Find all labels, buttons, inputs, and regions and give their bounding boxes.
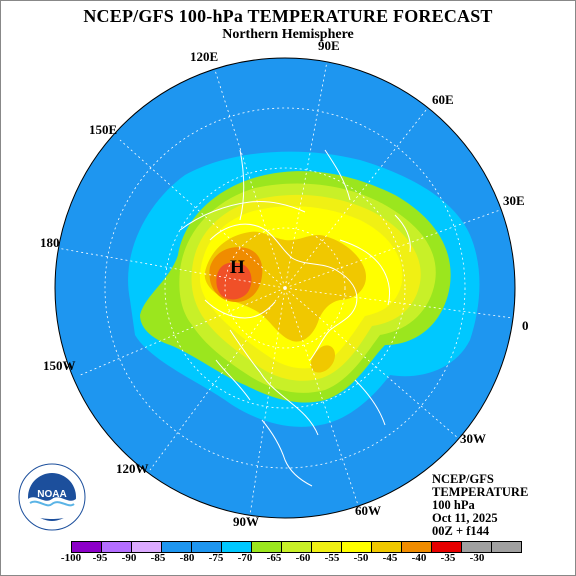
colorbar-tick-label: -80 — [179, 552, 195, 564]
colorbar-cell — [71, 541, 101, 553]
high-marker: H — [230, 257, 245, 278]
colorbar-cell — [431, 541, 461, 553]
colorbar — [71, 541, 522, 553]
colorbar-tick-label: -30 — [469, 552, 485, 564]
colorbar-tick-label: -90 — [121, 552, 137, 564]
lon-label-180: 180 — [40, 235, 60, 250]
colorbar-tick-label: -85 — [150, 552, 166, 564]
colorbar-tick-label: -60 — [295, 552, 311, 564]
info-line-field: TEMPERATURE — [432, 485, 529, 499]
chart-title: NCEP/GFS 100-hPa TEMPERATURE FORECAST — [83, 6, 493, 26]
lon-label-60w: 60W — [355, 503, 381, 518]
info-line-level: 100 hPa — [432, 498, 475, 512]
coastlines — [179, 149, 411, 487]
colorbar-tick-label: -55 — [324, 552, 340, 564]
lon-label-60e: 60E — [432, 92, 454, 107]
colorbar-tick-label: -45 — [382, 552, 398, 564]
graticule — [56, 58, 514, 516]
lon-label-150e: 150E — [89, 122, 118, 137]
colorbar-cell — [221, 541, 251, 553]
lon-label-90w: 90W — [233, 514, 259, 529]
info-line-date: Oct 11, 2025 — [432, 511, 498, 525]
lon-label-120w: 120W — [116, 461, 149, 476]
colorbar-cell — [371, 541, 401, 553]
colorbar-cell — [461, 541, 491, 553]
colorbar-cell — [161, 541, 191, 553]
colorbar-cell — [491, 541, 522, 553]
colorbar-cell — [401, 541, 431, 553]
colorbar-tick-labels: -100 -95 -90 -85 -80 -75 -70 -65 -60 -55 -50 -45 -40… — [0, 552, 576, 566]
lon-label-0: 0 — [522, 318, 529, 333]
colorbar-cell — [191, 541, 221, 553]
colorbar-tick-label: -95 — [92, 552, 108, 564]
colorbar-tick-label: -50 — [353, 552, 369, 564]
colorbar-tick-label: -75 — [208, 552, 224, 564]
colorbar-tick-label: -70 — [237, 552, 253, 564]
noaa-logo-text: NOAA — [37, 489, 66, 500]
noaa-logo: NOAA — [18, 463, 86, 531]
lon-label-90e: 90E — [318, 38, 340, 53]
colorbar-tick-label: -65 — [266, 552, 282, 564]
colorbar-cell — [341, 541, 371, 553]
colorbar-cell — [311, 541, 341, 553]
colorbar-cell — [281, 541, 311, 553]
colorbar-cell — [131, 541, 161, 553]
info-line-model: NCEP/GFS — [432, 472, 494, 486]
lon-label-150w: 150W — [43, 358, 76, 373]
colorbar-tick-label: -40 — [411, 552, 427, 564]
info-line-cycle: 00Z + f144 — [432, 524, 490, 538]
chart-subtitle: Northern Hemisphere — [222, 27, 354, 42]
map-boundary — [54, 57, 516, 519]
lon-label-30w: 30W — [460, 431, 486, 446]
colorbar-cell — [101, 541, 131, 553]
lon-label-30e: 30E — [503, 193, 525, 208]
field-band-minus50-b — [310, 345, 335, 373]
colorbar-tick-label: -100 — [60, 552, 82, 564]
colorbar-tick-label: -35 — [440, 552, 456, 564]
forecast-info: NCEP/GFS TEMPERATURE 100 hPa Oct 11, 202… — [432, 473, 528, 538]
lon-label-120e: 120E — [190, 49, 219, 64]
colorbar-cell — [251, 541, 281, 553]
